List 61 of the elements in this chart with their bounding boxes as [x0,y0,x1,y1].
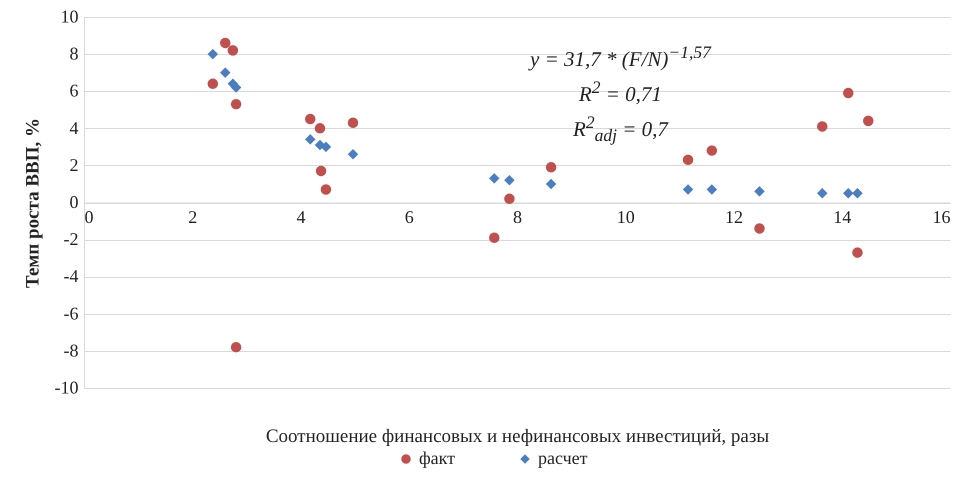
point [208,78,218,90]
x-axis-title: Соотношение финансовых и нефинансовых инвестиций, разы [266,426,770,447]
point [843,188,854,198]
y-axis-title: Темп роста ВВП, % [22,118,44,288]
point [489,173,500,184]
y-tick-label: -2 [64,229,78,250]
point [682,154,694,166]
point [843,88,854,98]
point [852,247,863,258]
point [208,48,218,60]
point [817,121,828,132]
x-tick-label: 2 [188,207,198,227]
point [348,118,358,128]
legend-label: факт [419,448,456,468]
point [305,134,316,145]
annotation: y = 31,7 * (F/N)$^{−1,57}$ [530,41,711,73]
x-tick-label: 8 [513,207,522,227]
y-tick-label: 10 [60,6,78,26]
x-tick-label: 0 [84,207,94,227]
point [320,142,332,152]
y-tick-label: 8 [70,44,78,64]
point [852,188,863,198]
point [817,188,828,198]
y-tick-label: -8 [64,340,78,360]
point [316,166,326,176]
point [706,184,718,195]
point [754,223,765,234]
annotation: R$^{2}$$_{adj}$ = 0,7 [572,111,670,148]
y-tick-label: 4 [70,118,78,138]
point [348,149,358,160]
x-tick-label: 10 [616,207,635,227]
point [504,194,515,204]
point [320,184,332,195]
x-tick-label: 12 [725,207,743,227]
x-tick-label: 16 [932,207,950,227]
annotation: R$^{2}$ = 0,71 [578,76,663,108]
point [220,38,231,48]
y-tick-label: -4 [64,266,78,286]
y-tick-label: -10 [54,378,78,398]
y-tick-label: 0 [70,192,78,212]
x-tick-label: 14 [833,207,852,227]
point [220,67,231,78]
point [706,145,718,156]
point [546,162,556,172]
point [754,186,765,197]
point [682,184,694,195]
point [504,174,515,186]
y-tick-label: 2 [70,154,78,175]
point [230,98,242,110]
x-tick-label: 4 [296,207,306,227]
point [228,45,238,56]
point [489,232,500,243]
point [230,342,242,352]
point [314,123,326,134]
point [863,116,874,126]
y-tick-label: 6 [70,80,78,101]
x-tick-label: 6 [404,207,414,227]
point [546,178,556,190]
point [305,114,316,124]
legend-label: расчет [538,448,588,468]
y-tick-label: -6 [64,303,78,324]
